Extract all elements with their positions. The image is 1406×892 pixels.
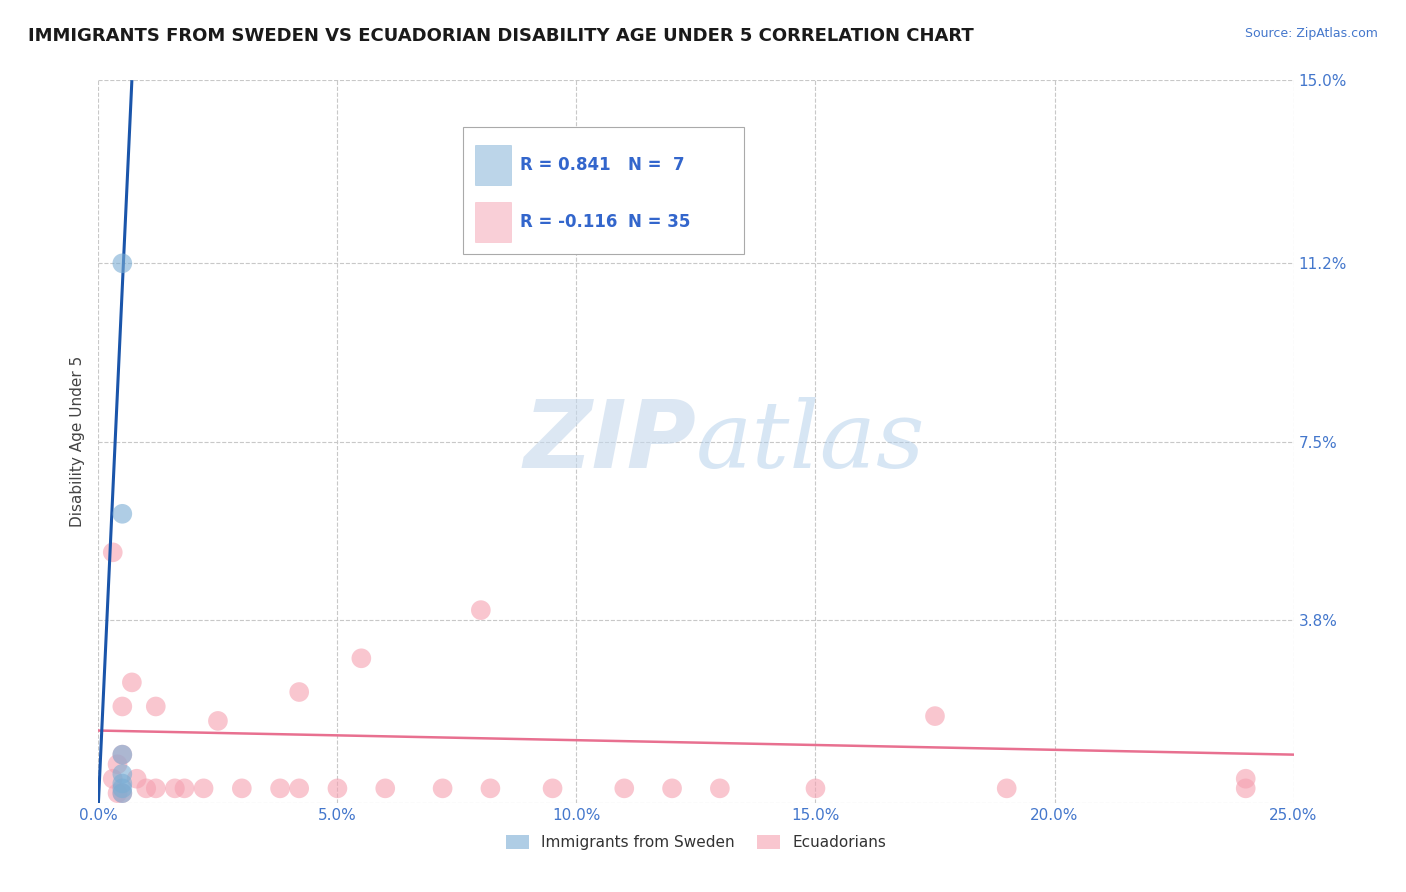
Point (613, 781, 636, 796)
Point (145, 781, 167, 796)
Point (121, 675, 143, 690)
Text: IMMIGRANTS FROM SWEDEN VS ECUADORIAN DISABILITY AGE UNDER 5 CORRELATION CHART: IMMIGRANTS FROM SWEDEN VS ECUADORIAN DIS… (28, 27, 974, 45)
Text: R = 0.841: R = 0.841 (520, 156, 612, 174)
Point (111, 767, 134, 781)
Point (107, 757, 129, 772)
Point (541, 781, 564, 796)
Point (101, 772, 124, 786)
Point (111, 776, 134, 790)
FancyBboxPatch shape (475, 202, 510, 242)
FancyBboxPatch shape (475, 145, 510, 185)
Y-axis label: Disability Age Under 5: Disability Age Under 5 (70, 356, 86, 527)
Point (107, 786, 129, 800)
FancyBboxPatch shape (463, 128, 744, 253)
Point (207, 714, 229, 728)
Point (1234, 781, 1257, 796)
Point (804, 781, 827, 796)
Point (326, 781, 349, 796)
Point (111, 786, 134, 800)
Point (661, 781, 683, 796)
Point (350, 651, 373, 665)
Point (125, 772, 148, 786)
Text: R = -0.116: R = -0.116 (520, 213, 617, 231)
Point (231, 781, 253, 796)
Point (995, 781, 1018, 796)
Point (374, 781, 396, 796)
Point (145, 699, 167, 714)
Text: ZIP: ZIP (523, 395, 696, 488)
Point (269, 781, 291, 796)
Legend: Immigrants from Sweden, Ecuadorians: Immigrants from Sweden, Ecuadorians (499, 830, 893, 856)
Text: N = 35: N = 35 (628, 213, 690, 231)
Point (135, 781, 157, 796)
Point (111, 747, 134, 762)
Point (470, 603, 492, 617)
Point (924, 709, 946, 723)
Point (193, 781, 215, 796)
Point (288, 685, 311, 699)
Text: N =  7: N = 7 (628, 156, 685, 174)
Point (111, 507, 134, 521)
Point (288, 781, 311, 796)
Point (111, 786, 134, 800)
Point (432, 781, 454, 796)
Point (479, 781, 502, 796)
Point (1234, 772, 1257, 786)
Point (111, 747, 134, 762)
Point (173, 781, 195, 796)
Point (111, 781, 134, 796)
Point (101, 545, 124, 559)
Point (709, 781, 731, 796)
Point (163, 781, 186, 796)
Text: Source: ZipAtlas.com: Source: ZipAtlas.com (1244, 27, 1378, 40)
Point (111, 699, 134, 714)
Point (111, 256, 134, 270)
Text: atlas: atlas (696, 397, 925, 486)
